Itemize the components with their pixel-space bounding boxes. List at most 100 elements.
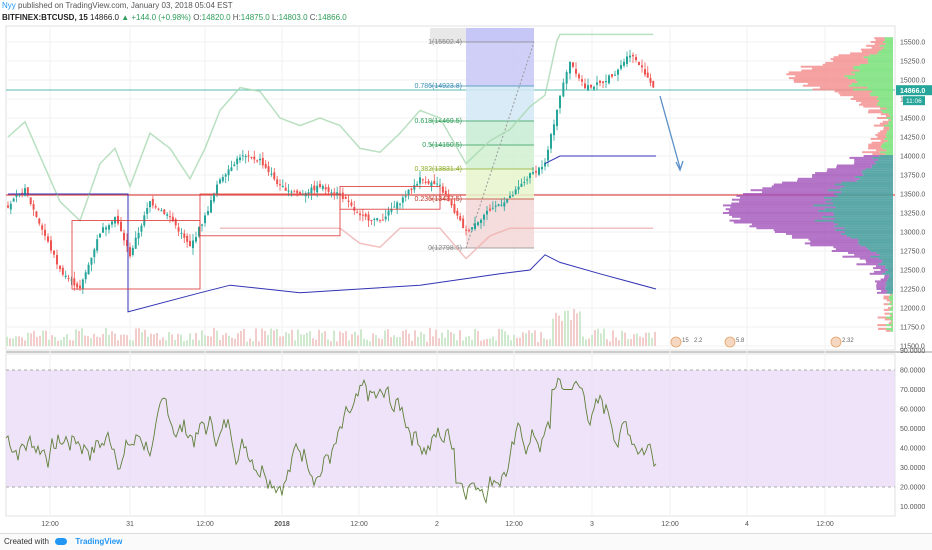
candle-body [131, 247, 134, 255]
volume-profile-buy [888, 276, 893, 279]
volume-profile-sell [889, 301, 892, 304]
candle-body [281, 185, 284, 187]
volume-profile-sell [795, 75, 845, 78]
candle-body [602, 81, 604, 83]
symbol-info-bar: BITFINEX:BTCUSD, 15 14866.0 ▲ +144.0 (+0… [0, 11, 932, 25]
volume-profile-sell [873, 124, 885, 127]
volume-bar [18, 336, 20, 346]
candle-body [565, 72, 568, 84]
volume-profile-buy [891, 293, 893, 296]
volume-profile-sell [835, 248, 868, 251]
volume-profile-sell [880, 107, 887, 110]
volume-bar [354, 331, 356, 346]
volume-profile-buy [861, 170, 893, 173]
candle-body [623, 61, 625, 66]
fib-top-zone [466, 28, 534, 42]
volume-bar [579, 311, 581, 346]
candle-body [506, 199, 509, 203]
volume-profile-buy [884, 124, 893, 127]
volume-profile-sell [836, 166, 872, 169]
volume-bar [318, 329, 320, 346]
volume-profile-buy [848, 84, 893, 87]
chart-canvas[interactable]: 15500.015250.015000.014750.014500.014250… [0, 0, 932, 533]
candle-body [462, 218, 465, 229]
candle-body [319, 183, 321, 188]
volume-bar [186, 340, 188, 346]
rsi-line [5, 377, 657, 505]
candle-body [87, 264, 90, 275]
low-label: L: [271, 13, 279, 22]
volume-bar [105, 328, 107, 346]
candle-body [367, 214, 370, 221]
volume-profile-buy [888, 113, 893, 116]
price-tick-label: 15000.0 [900, 78, 925, 85]
volume-profile-buy [857, 238, 893, 241]
volume-bar [585, 339, 587, 346]
volume-profile-sell [880, 278, 888, 281]
volume-bar [378, 338, 380, 346]
volume-bar [444, 337, 446, 346]
volume-bar [282, 336, 284, 346]
volume-profile-buy [885, 282, 893, 285]
candle-body [247, 155, 250, 157]
volume-profile-sell [876, 149, 887, 152]
volume-profile-buy [875, 162, 893, 165]
volume-bar [303, 334, 305, 346]
volume-profile-buy [834, 217, 893, 220]
volume-bar [285, 332, 287, 346]
volume-profile-buy [888, 122, 893, 125]
candle-body [53, 250, 55, 255]
candle-body [90, 257, 93, 265]
volume-profile-buy [882, 259, 893, 262]
volume-profile-sell [850, 52, 878, 55]
volume-profile-buy [887, 278, 893, 281]
symbol-name[interactable]: BITFINEX:BTCUSD, 15 [2, 13, 88, 22]
fib-level-label: 0.236(13437.5) [415, 196, 462, 203]
volume-profile-sell [871, 141, 884, 144]
volume-profile-sell [756, 227, 845, 230]
tradingview-brand-link[interactable]: TradingView [75, 537, 123, 546]
volume-bar [195, 333, 197, 346]
volume-profile-sell [791, 236, 851, 239]
volume-profile-sell [870, 41, 884, 43]
volume-bar [288, 333, 290, 346]
volume-bar [45, 330, 47, 346]
candle-body [293, 191, 296, 193]
author-name[interactable]: Nyy [2, 1, 16, 10]
volume-profile-buy [890, 299, 893, 302]
candle-body [535, 171, 537, 173]
candle-body [290, 191, 293, 193]
volume-profile-buy [885, 134, 893, 137]
candle-body [559, 95, 561, 109]
candle-body [120, 221, 122, 232]
candle-body [149, 201, 151, 208]
volume-profile-buy [886, 117, 893, 119]
volume-profile-buy [878, 263, 893, 266]
volume-profile-buy [886, 327, 893, 330]
volume-bar [333, 330, 335, 346]
volume-profile-buy [859, 177, 893, 180]
candle-body [584, 83, 586, 89]
candle-body [407, 189, 410, 195]
volume-profile-buy [887, 269, 893, 271]
candle-body [163, 209, 166, 214]
volume-bar [57, 340, 59, 346]
volume-profile-buy [834, 183, 893, 186]
volume-profile-sell [880, 113, 889, 116]
candle-body [572, 62, 574, 67]
fib-zone [466, 145, 534, 169]
volume-profile-sell [855, 99, 880, 102]
volume-bar [234, 338, 236, 346]
volume-profile-buy [878, 158, 893, 161]
volume-bar [129, 339, 131, 346]
volume-profile-buy [890, 118, 893, 121]
volume-bar [93, 333, 95, 346]
candle-body [544, 162, 546, 167]
volume-bar [267, 335, 269, 346]
volume-profile-buy [892, 314, 893, 317]
volume-profile-sell [877, 324, 887, 327]
price-tick-label: 13250.0 [900, 211, 925, 218]
volume-bar [75, 329, 77, 346]
volume-bar [495, 340, 497, 346]
rsi-tick-label: 80.0000 [900, 368, 925, 375]
